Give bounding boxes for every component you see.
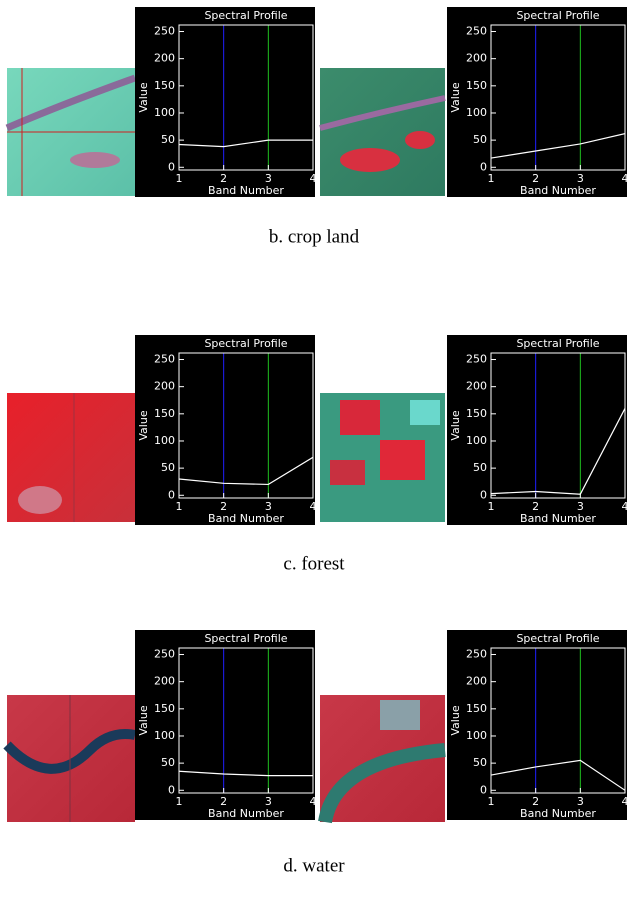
image-tile [320, 393, 445, 522]
image-tile [320, 695, 445, 822]
y-axis-label: Value [449, 705, 462, 735]
y-tick-label: 250 [466, 353, 487, 366]
y-tick-label: 200 [466, 675, 487, 688]
x-tick-label: 1 [176, 795, 183, 808]
y-tick-label: 0 [168, 783, 175, 796]
x-tick-label: 2 [220, 795, 227, 808]
x-tick-label: 1 [488, 172, 495, 185]
x-tick-label: 3 [577, 172, 584, 185]
y-tick-label: 150 [154, 702, 175, 715]
chart: Spectral Profile Band Number Value 0 50 100 15… [135, 7, 317, 197]
y-axis-label: Value [449, 410, 462, 440]
x-tick-label: 4 [622, 500, 627, 513]
x-tick-label: 2 [532, 795, 539, 808]
chart-title: Spectral Profile [204, 632, 287, 645]
y-tick-label: 200 [154, 675, 175, 688]
y-tick-label: 0 [168, 160, 175, 173]
y-axis-label: Value [137, 705, 150, 735]
x-tick-label: 4 [310, 795, 317, 808]
x-tick-label: 2 [532, 500, 539, 513]
x-axis-label: Band Number [208, 184, 284, 197]
y-tick-label: 150 [466, 79, 487, 92]
x-tick-label: 2 [220, 172, 227, 185]
image-tile [7, 393, 135, 522]
y-tick-label: 100 [154, 729, 175, 742]
x-tick-label: 3 [577, 500, 584, 513]
x-tick-label: 1 [488, 500, 495, 513]
chart: Spectral Profile Band Number Value 0 50 100 15… [135, 335, 317, 525]
x-tick-label: 3 [265, 795, 272, 808]
x-tick-label: 1 [176, 500, 183, 513]
x-tick-label: 1 [488, 795, 495, 808]
y-tick-label: 100 [466, 434, 487, 447]
y-tick-label: 100 [154, 106, 175, 119]
y-tick-label: 100 [466, 106, 487, 119]
y-tick-label: 200 [154, 380, 175, 393]
y-axis-label: Value [137, 82, 150, 112]
y-tick-label: 150 [466, 407, 487, 420]
caption: d. water [283, 855, 345, 876]
x-tick-label: 3 [265, 500, 272, 513]
x-axis-label: Band Number [520, 184, 596, 197]
chart: Spectral Profile Band Number Value 0 50 100 15… [447, 630, 627, 820]
x-tick-label: 1 [176, 172, 183, 185]
x-axis-label: Band Number [208, 807, 284, 820]
y-tick-label: 50 [161, 461, 175, 474]
y-tick-label: 100 [466, 729, 487, 742]
y-tick-label: 0 [168, 488, 175, 501]
caption: c. forest [283, 553, 345, 574]
x-tick-label: 4 [622, 172, 627, 185]
y-tick-label: 250 [154, 25, 175, 38]
y-tick-label: 150 [154, 79, 175, 92]
y-tick-label: 0 [480, 783, 487, 796]
y-tick-label: 250 [154, 353, 175, 366]
y-axis-label: Value [449, 82, 462, 112]
y-tick-label: 150 [154, 407, 175, 420]
x-tick-label: 2 [220, 500, 227, 513]
figure: b. crop land c. forest d. water Spectral… [0, 0, 627, 904]
y-tick-label: 200 [154, 52, 175, 65]
chart-title: Spectral Profile [204, 337, 287, 350]
y-tick-label: 50 [473, 461, 487, 474]
x-tick-label: 4 [622, 795, 627, 808]
y-tick-label: 50 [473, 133, 487, 146]
y-tick-label: 50 [161, 756, 175, 769]
x-axis-label: Band Number [208, 512, 284, 525]
chart: Spectral Profile Band Number Value 0 50 100 15… [447, 335, 627, 525]
y-tick-label: 200 [466, 380, 487, 393]
y-tick-label: 250 [154, 648, 175, 661]
y-tick-label: 0 [480, 488, 487, 501]
y-tick-label: 200 [466, 52, 487, 65]
y-tick-label: 150 [466, 702, 487, 715]
y-tick-label: 50 [161, 133, 175, 146]
page: b. crop land c. forest d. water Spectral… [0, 0, 627, 904]
y-tick-label: 0 [480, 160, 487, 173]
x-tick-label: 2 [532, 172, 539, 185]
y-tick-label: 100 [154, 434, 175, 447]
chart: Spectral Profile Band Number Value 0 50 100 15… [447, 7, 627, 197]
chart-title: Spectral Profile [516, 632, 599, 645]
y-axis-label: Value [137, 410, 150, 440]
y-tick-label: 50 [473, 756, 487, 769]
x-axis-label: Band Number [520, 807, 596, 820]
image-tile [7, 68, 135, 196]
chart-title: Spectral Profile [204, 9, 287, 22]
x-tick-label: 4 [310, 500, 317, 513]
chart-title: Spectral Profile [516, 9, 599, 22]
chart: Spectral Profile Band Number Value 0 50 100 15… [135, 630, 317, 820]
chart-title: Spectral Profile [516, 337, 599, 350]
y-tick-label: 250 [466, 25, 487, 38]
y-tick-label: 250 [466, 648, 487, 661]
image-tile [7, 695, 135, 822]
caption: b. crop land [269, 226, 360, 247]
x-tick-label: 3 [577, 795, 584, 808]
x-axis-label: Band Number [520, 512, 596, 525]
x-tick-label: 4 [310, 172, 317, 185]
image-tile [320, 68, 445, 196]
x-tick-label: 3 [265, 172, 272, 185]
